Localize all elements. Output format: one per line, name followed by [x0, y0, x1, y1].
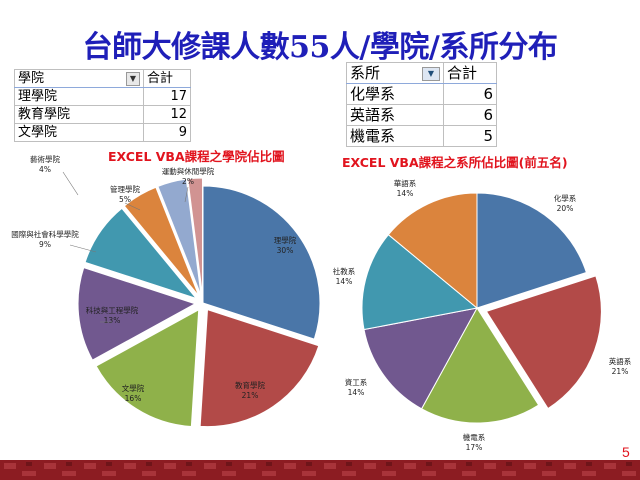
leader-line — [124, 202, 141, 211]
pie-slice[interactable] — [202, 185, 321, 340]
pie-slice[interactable] — [123, 186, 200, 297]
pie-slice[interactable] — [363, 307, 478, 410]
slice-label: 運動與休閒學院 2% — [162, 166, 215, 186]
slice-label: 理學院 30% — [274, 235, 297, 255]
table-header-row: 學院 ▼ 合計 — [14, 69, 191, 88]
table-cell[interactable]: 5 — [443, 125, 497, 147]
leader-line — [69, 244, 97, 253]
slide-title: 台師大修課人數55人/學院/系所分布 — [82, 30, 558, 65]
department-chart-title: EXCEL VBA課程之系所佔比圖(前五名) — [342, 155, 568, 170]
college-pivot-table[interactable]: 學院 ▼ 合計 理學院 17 教育學院 12 文學院 9 — [14, 69, 191, 142]
pie-slice[interactable] — [95, 308, 200, 428]
slice-label: 管理學院 5% — [110, 184, 140, 204]
filter-dropdown-icon[interactable]: ▼ — [422, 67, 440, 81]
pie-slice[interactable] — [157, 178, 202, 296]
slice-label: 資工系 14% — [345, 377, 368, 397]
pie-slice[interactable] — [485, 275, 602, 410]
pie-slice[interactable] — [387, 192, 478, 310]
header-cell-total[interactable]: 合計 — [443, 62, 497, 84]
table-cell[interactable]: 英語系 — [346, 104, 444, 126]
department-pivot-table[interactable]: 系所 ▼ 合計 化學系 6 英語系 6 機電系 5 — [346, 62, 497, 147]
decorative-footer-band — [0, 460, 640, 480]
slice-label: 社教系 14% — [333, 266, 356, 286]
pie-slice[interactable] — [361, 233, 479, 331]
table-cell[interactable]: 9 — [143, 123, 191, 142]
pie-slice[interactable] — [476, 192, 588, 309]
pie-slice[interactable] — [77, 266, 197, 361]
table-row: 化學系 6 — [346, 83, 497, 105]
table-row: 理學院 17 — [14, 87, 191, 106]
slice-label: 華語系 14% — [394, 178, 417, 198]
table-cell[interactable]: 理學院 — [14, 87, 144, 106]
header-label: 學院 — [18, 71, 45, 86]
pie-slice[interactable] — [84, 207, 198, 300]
header-label: 系所 — [350, 64, 381, 82]
slice-label: 藝術學院 4% — [30, 154, 60, 174]
slice-label: 文學院 16% — [122, 383, 145, 403]
college-chart-title: EXCEL VBA課程之學院佔比圖 — [108, 149, 285, 164]
table-cell[interactable]: 機電系 — [346, 125, 444, 147]
table-row: 機電系 5 — [346, 125, 497, 147]
header-cell-college[interactable]: 學院 ▼ — [14, 69, 144, 88]
dropdown-arrow-icon[interactable]: ▼ — [126, 72, 140, 86]
table-row: 文學院 9 — [14, 123, 191, 142]
page-number: 5 — [622, 444, 630, 460]
table-header-row: 系所 ▼ 合計 — [346, 62, 497, 84]
slice-label: 科技與工程學院 13% — [86, 305, 139, 325]
pie-slice[interactable] — [199, 308, 320, 428]
slice-label: 英語系 21% — [609, 356, 632, 376]
slice-label: 化學系 20% — [554, 193, 577, 213]
pie-slice[interactable] — [187, 177, 203, 296]
leader-line — [184, 186, 189, 203]
pie-slice[interactable] — [420, 307, 540, 424]
slice-label: 機電系 17% — [463, 432, 486, 452]
slice-label: 國際與社會科學學院 9% — [11, 229, 79, 249]
slice-label: 教育學院 21% — [235, 380, 265, 400]
leader-line — [62, 171, 79, 196]
